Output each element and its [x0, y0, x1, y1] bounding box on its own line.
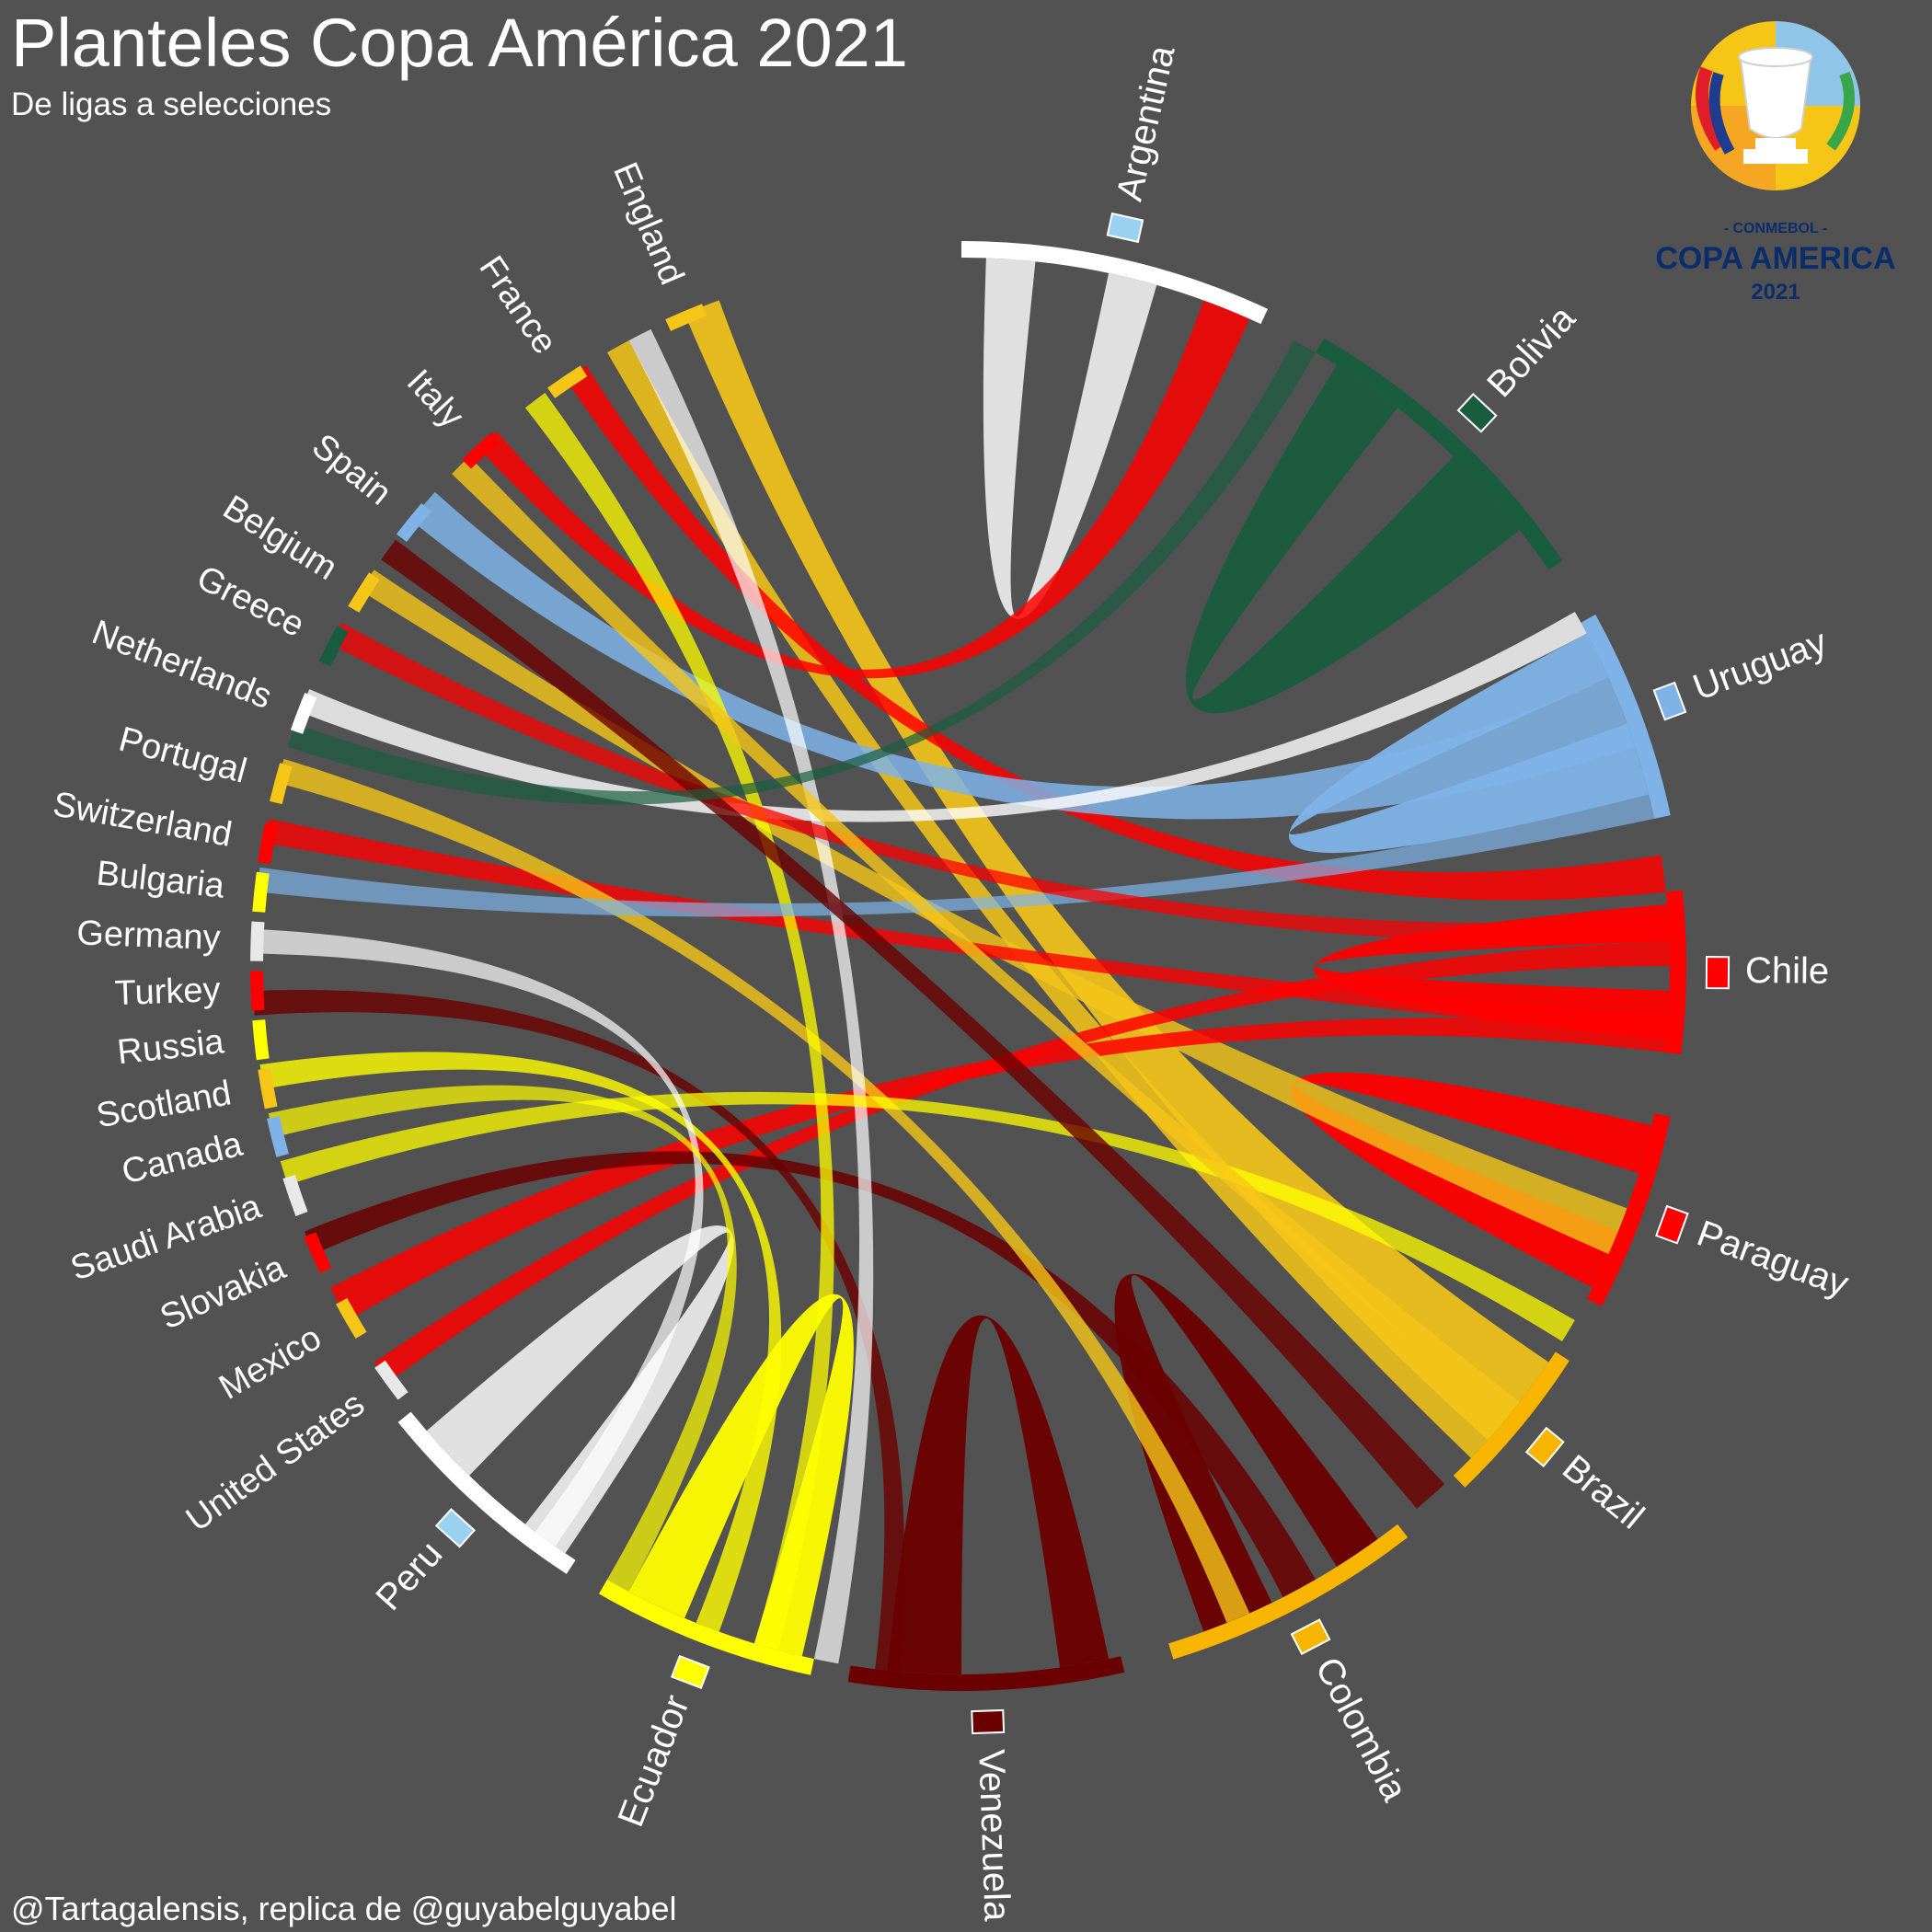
league-label-mexico: Mexico	[213, 1318, 328, 1408]
team-arc-colombia	[1168, 1524, 1409, 1660]
chord-ribbon	[565, 365, 1666, 901]
peru-flag-icon	[434, 1508, 477, 1548]
team-arc-brazil	[1453, 1351, 1570, 1488]
team-arc-peru	[397, 1411, 576, 1574]
chord-ribbon	[1114, 1273, 1378, 1632]
league-label-portugal: Portugal	[115, 720, 251, 791]
chord-ribbon	[263, 818, 1669, 1041]
league-label-italy: Italy	[399, 362, 471, 436]
chord-ribbon	[305, 1151, 1317, 1598]
league-arc-russia	[252, 1019, 270, 1061]
venezuela-flag-icon	[971, 1708, 1006, 1735]
league-arc-mexico	[336, 1297, 367, 1340]
chord-ribbon	[381, 539, 1445, 1509]
league-arc-turkey	[250, 971, 265, 1011]
league-label-england: England	[605, 157, 691, 291]
league-arc-italy	[462, 432, 500, 469]
league-label-netherlands: Netherlands	[86, 613, 276, 717]
league-arc-spain	[396, 502, 431, 543]
team-label-brazil: Brazil	[1555, 1447, 1651, 1537]
league-label-germany: Germany	[76, 914, 222, 957]
league-label-spain: Spain	[305, 427, 398, 513]
team-arc-paraguay	[1586, 1113, 1671, 1306]
chord-ribbon	[983, 258, 1157, 619]
argentina-flag-icon	[1106, 212, 1144, 244]
team-label-paraguay: Paraguay	[1692, 1213, 1854, 1305]
chart-title: Planteles Copa América 2021	[11, 5, 908, 81]
chord-ribbon	[524, 393, 834, 1650]
credit-text: @Tartagalensis, replica de @guyabelguyab…	[11, 1890, 677, 1927]
league-label-switzerland: Switzerland	[51, 785, 236, 854]
chord-ribbon	[452, 456, 1520, 1421]
league-arc-france	[547, 365, 588, 398]
chord-ribbon	[887, 1315, 1110, 1674]
team-arc-chile	[1664, 890, 1686, 1055]
team-arc-bolivia	[1315, 338, 1563, 570]
chord-ribbon	[1288, 633, 1650, 854]
league-arc-greece	[318, 625, 349, 667]
league-label-scotland: Scotland	[94, 1074, 235, 1135]
team-arc-uruguay	[1581, 614, 1671, 819]
team-arc-argentina	[960, 241, 1269, 325]
league-arc-england	[665, 304, 707, 331]
paraguay-flag-icon	[1655, 1204, 1689, 1245]
chord-ribbon	[259, 1052, 782, 1632]
uruguay-flag-icon	[1652, 681, 1687, 721]
league-label-russia: Russia	[115, 1022, 226, 1072]
chord-ribbon	[628, 328, 874, 1664]
team-label-peru: Peru	[368, 1534, 450, 1618]
league-arc-bulgaria	[252, 871, 270, 913]
chords-layer	[253, 258, 1670, 1674]
league-label-canada: Canada	[118, 1124, 247, 1191]
team-label-ecuador: Ecuador	[610, 1690, 696, 1833]
copa-america-logo: - CONMEBOL - COPA AMERICA 2021	[1655, 21, 1896, 305]
team-arc-venezuela	[847, 1656, 1125, 1691]
league-arc-united-states	[374, 1360, 408, 1400]
team-label-chile: Chile	[1745, 950, 1830, 992]
league-label-united-states: United States	[179, 1385, 372, 1539]
colombia-flag-icon	[1290, 1618, 1331, 1655]
chord-ribbon	[361, 569, 1627, 1255]
league-label-bulgaria: Bulgaria	[95, 854, 227, 905]
league-label-slovakia: Slovakia	[155, 1248, 292, 1337]
chord-ribbon	[607, 340, 1504, 1458]
chart-subtitle: De ligas a selecciones	[11, 86, 332, 122]
league-arc-germany	[250, 921, 265, 961]
chord-ribbon	[329, 622, 1670, 944]
league-label-turkey: Turkey	[114, 971, 221, 1013]
league-arc-canada	[267, 1115, 289, 1157]
chord-ribbon	[1185, 365, 1520, 714]
league-arc-portugal	[270, 763, 293, 805]
team-label-bolivia: Bolivia	[1479, 297, 1583, 405]
chord-ribbon	[257, 794, 1655, 917]
team-label-venezuela: Venezuela	[971, 1749, 1018, 1923]
league-label-france: France	[471, 249, 564, 362]
league-arc-switzerland	[258, 822, 278, 865]
logo-name-text: COPA AMERICA	[1655, 241, 1895, 276]
bolivia-flag-icon	[1456, 393, 1498, 433]
chord-ribbon	[477, 300, 1250, 679]
league-arc-belgium	[348, 572, 380, 613]
chord-ribbon	[287, 340, 1316, 805]
team-label-argentina: Argentina	[1110, 41, 1183, 204]
logo-org-text: - CONMEBOL -	[1724, 221, 1828, 236]
league-arc-saudi-arabia	[282, 1174, 308, 1216]
league-arc-netherlands	[290, 692, 317, 734]
chile-flag-icon	[1705, 956, 1731, 990]
logo-year-text: 2021	[1751, 280, 1800, 305]
brazil-flag-icon	[1524, 1426, 1565, 1468]
team-label-uruguay: Uruguay	[1687, 622, 1832, 708]
ecuador-flag-icon	[670, 1654, 710, 1689]
league-arc-scotland	[258, 1067, 278, 1110]
arcs-layer	[250, 241, 1686, 1691]
chord-ribbon	[684, 300, 1549, 1441]
team-label-colombia: Colombia	[1307, 1650, 1415, 1808]
league-arc-slovakia	[304, 1232, 332, 1274]
league-label-greece: Greece	[190, 558, 310, 645]
team-arc-ecuador	[599, 1579, 814, 1675]
